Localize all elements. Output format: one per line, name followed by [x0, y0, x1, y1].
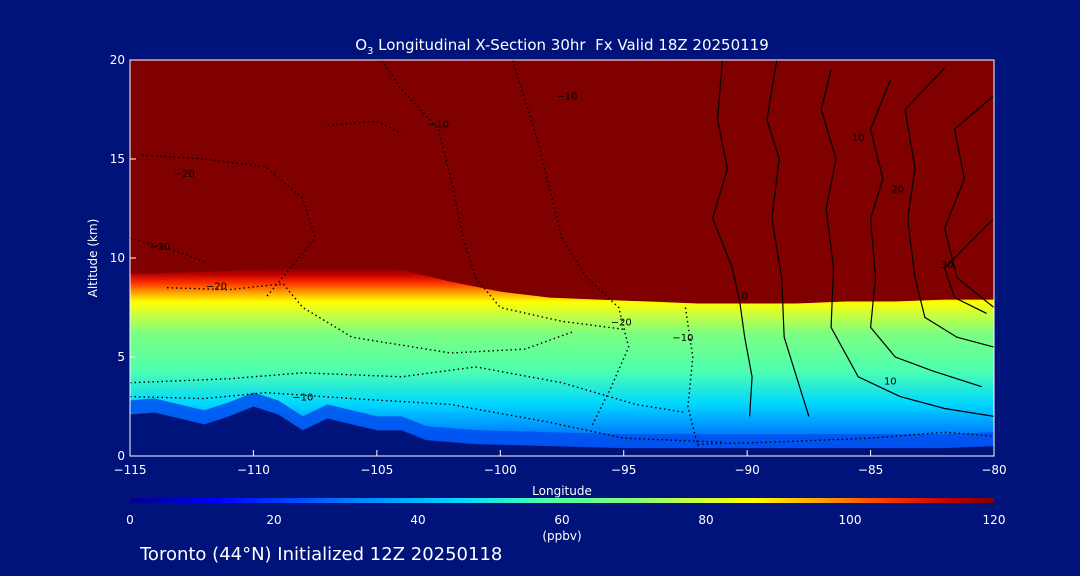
contour-label: 10 — [852, 133, 865, 144]
contour-line — [711, 60, 753, 417]
colorbar-label: (ppbv) — [542, 529, 581, 543]
contour-label: 20 — [891, 185, 904, 196]
x-tick-label: −90 — [734, 463, 759, 477]
colorbar-ticks: 0 20 40 60 80 100 120 — [126, 513, 1005, 527]
contour-line — [943, 217, 994, 314]
contour-line — [327, 120, 402, 134]
y-tick-label: 0 — [117, 449, 125, 463]
contour-line — [904, 67, 994, 348]
contour-label: −10 — [292, 393, 313, 404]
chart-title: O3 Longitudinal X-Section 30hr Fx Valid … — [355, 36, 769, 57]
contour-line — [766, 60, 810, 417]
contour-line — [167, 283, 575, 354]
contour-line — [511, 60, 630, 427]
boundary-layer-band — [130, 392, 994, 449]
footer-caption: Toronto (44°N) Initialized 12Z 20250118 — [139, 544, 502, 565]
y-tick-label: 10 — [110, 251, 125, 265]
colorbar-tick-label: 100 — [839, 513, 862, 527]
colorbar-tick-label: 0 — [126, 513, 134, 527]
contour-label: −20 — [174, 169, 195, 180]
y-tick-label: 15 — [110, 152, 125, 166]
y-tick-label: 5 — [117, 350, 125, 364]
plot-area: −10 −10 −20 −30 −20 −20 −10 −10 0 10 20 30 10 — [130, 60, 994, 456]
x-tick-label: −85 — [858, 463, 883, 477]
contour-label: −10 — [556, 92, 577, 103]
contour-label: −10 — [428, 119, 449, 130]
contour-line — [944, 95, 994, 308]
x-axis: −115 −110 −105 −100 −95 −90 −85 −80 — [114, 450, 1007, 477]
x-axis-label: Longitude — [532, 484, 592, 498]
y-axis: 0 5 10 15 20 — [110, 53, 136, 463]
colorbar-tick-label: 40 — [410, 513, 425, 527]
colorbar-tick-label: 20 — [266, 513, 281, 527]
colorbar — [130, 498, 994, 503]
contour-labels: −10 −10 −20 −30 −20 −20 −10 −10 0 10 20 30 10 — [149, 92, 953, 404]
x-tick-label: −105 — [360, 463, 393, 477]
contour-label: −20 — [206, 282, 227, 293]
y-axis-label: Altitude (km) — [86, 219, 100, 298]
contour-line — [142, 154, 316, 299]
x-tick-label: −80 — [981, 463, 1006, 477]
x-tick-label: −95 — [611, 463, 636, 477]
contour-lines — [130, 60, 994, 447]
contour-label: 30 — [941, 260, 954, 271]
contour-label: −20 — [611, 317, 632, 328]
contour-line — [869, 79, 982, 388]
contour-label: 10 — [884, 377, 897, 388]
colorbar-tick-label: 80 — [698, 513, 713, 527]
contour-label: −10 — [672, 333, 693, 344]
x-tick-label: −110 — [237, 463, 270, 477]
contour-label: −30 — [149, 242, 170, 253]
x-tick-label: −100 — [484, 463, 517, 477]
x-tick-label: −115 — [114, 463, 147, 477]
y-tick-label: 20 — [110, 53, 125, 67]
terrain-mask — [130, 406, 994, 456]
colorbar-tick-label: 60 — [554, 513, 569, 527]
contour-label: 0 — [741, 292, 747, 303]
contour-line — [820, 69, 994, 417]
colorbar-tick-label: 120 — [983, 513, 1006, 527]
